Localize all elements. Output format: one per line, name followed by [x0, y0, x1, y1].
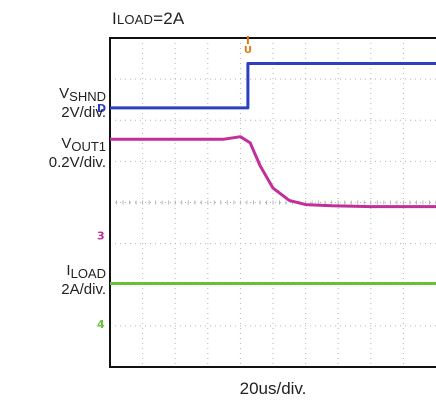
grid	[109, 38, 436, 367]
channel-marker-3: 3	[97, 229, 105, 242]
series-line-vout1	[110, 135, 436, 209]
vshnd-label: VSHND 2V/div.	[59, 85, 106, 121]
chart-title: ILOAD=2A	[112, 9, 185, 28]
vout1-label: VOUT1 0.2V/div.	[48, 135, 106, 171]
channel-markers: D 3 4 U	[97, 36, 252, 331]
channel-marker-d: D	[97, 102, 106, 115]
timebase-label: 20us/div.	[239, 379, 307, 398]
trigger-marker: U	[244, 45, 252, 56]
plot-frame	[109, 37, 436, 368]
traces	[110, 62, 436, 285]
iload-label: ILOAD 2A/div.	[61, 262, 106, 298]
series-line-vshnd	[110, 62, 436, 110]
channel-marker-4: 4	[97, 318, 105, 331]
